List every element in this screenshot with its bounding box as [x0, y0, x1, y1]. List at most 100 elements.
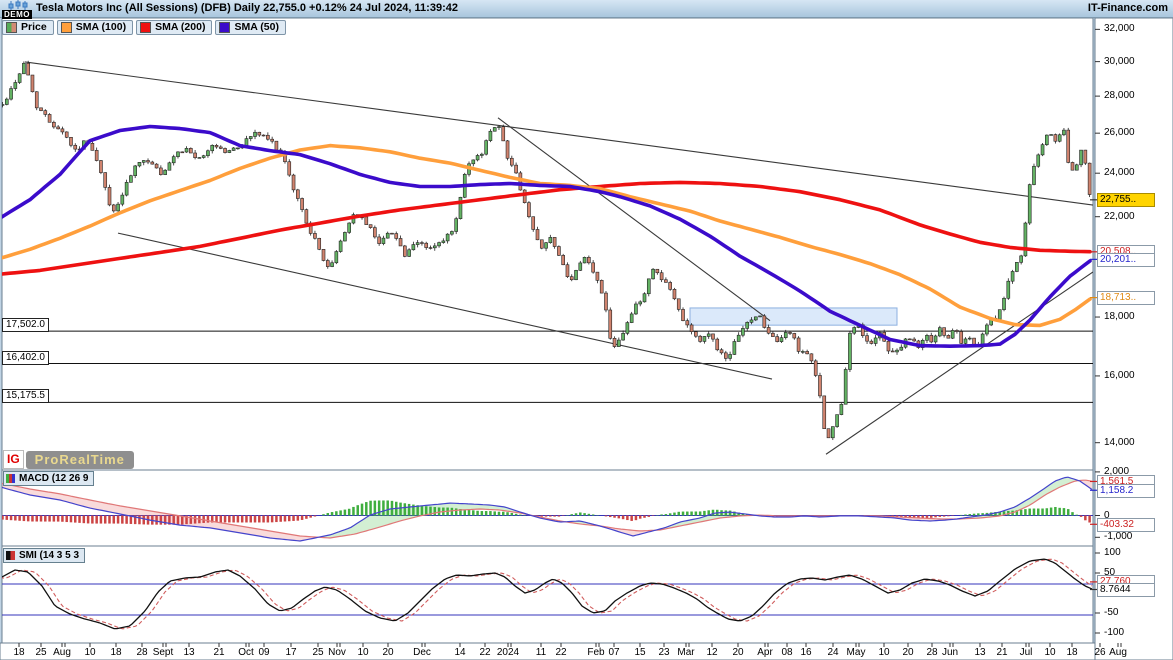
macd-histogram-bar: [947, 515, 950, 517]
candle: [253, 131, 257, 137]
y-axis-tick: -100: [1104, 627, 1125, 638]
trendline[interactable]: [24, 61, 1093, 206]
macd-histogram-bar: [519, 514, 522, 516]
sma50-line[interactable]: [0, 124, 1092, 348]
candle: [236, 147, 240, 150]
candle: [30, 74, 35, 93]
macd-histogram-bar: [925, 515, 929, 518]
macd-histogram-bar: [181, 515, 184, 525]
candle: [813, 360, 818, 376]
macd-histogram-bar: [921, 515, 924, 518]
legend-label: Price: [21, 21, 47, 33]
candle: [146, 160, 150, 163]
candle: [1006, 280, 1011, 299]
candle: [552, 237, 557, 247]
candle: [141, 160, 146, 163]
candle: [527, 202, 531, 218]
candle: [420, 242, 424, 244]
x-axis-label: Feb: [587, 647, 605, 658]
smi-pane[interactable]: [0, 558, 1093, 630]
candle: [129, 175, 133, 183]
candle: [702, 336, 707, 342]
macd-histogram-bar: [35, 515, 38, 522]
price-level-label: 17,502.0: [2, 318, 49, 333]
candle: [270, 138, 274, 142]
candle: [52, 121, 56, 128]
candle: [963, 338, 968, 344]
candle: [925, 335, 929, 341]
candle: [189, 148, 193, 154]
macd-histogram-bar: [497, 511, 501, 516]
macd-histogram-bar: [510, 512, 514, 516]
macd-histogram-bar: [219, 515, 223, 523]
candle: [150, 161, 155, 165]
macd-histogram-bar: [270, 515, 274, 523]
price-value-label: 20,201..: [1097, 252, 1155, 267]
macd-histogram-bar: [934, 515, 937, 518]
candle: [762, 315, 767, 328]
candle: [193, 152, 197, 158]
candle: [668, 282, 672, 290]
y-axis-tick: 0: [1104, 509, 1110, 521]
macd-histogram-bar: [493, 511, 496, 516]
macd-label-text: MACD (12 26 9: [19, 473, 89, 484]
candle: [724, 352, 728, 359]
trendline[interactable]: [497, 117, 771, 322]
candle: [9, 88, 13, 100]
macd-histogram-bar: [1032, 508, 1036, 516]
x-axis-label: 12: [706, 647, 718, 658]
macd-histogram-bar: [609, 515, 612, 518]
candle: [587, 257, 591, 264]
macd-histogram-bar: [557, 515, 561, 517]
macd-indicator-label[interactable]: MACD (12 26 9: [3, 471, 95, 486]
sma200-line[interactable]: [0, 180, 1092, 276]
candle: [1083, 149, 1088, 164]
legend-item-sma50[interactable]: SMA (50): [215, 20, 286, 35]
macd-histogram-bar: [382, 500, 385, 516]
candle: [595, 271, 600, 281]
candle: [313, 233, 317, 239]
candle: [373, 227, 377, 238]
macd-histogram-bar: [390, 500, 394, 516]
macd-icon: [6, 474, 15, 483]
macd-histogram-bar: [14, 515, 17, 521]
price-level-label: 15,175.5: [2, 389, 49, 404]
candle: [287, 161, 292, 176]
y-axis-tick: 30,000: [1104, 55, 1135, 67]
x-axis-label: May: [846, 647, 866, 658]
macd-histogram-bar: [206, 515, 210, 523]
macd-histogram-bar: [463, 509, 466, 516]
legend-item-sma100[interactable]: SMA (100): [56, 20, 134, 35]
legend-label: SMA (100): [75, 21, 127, 33]
candle: [865, 335, 869, 342]
trendline[interactable]: [117, 232, 773, 380]
macd-histogram-bar: [202, 515, 205, 523]
candle: [522, 189, 527, 204]
candle: [154, 163, 159, 169]
candle: [985, 324, 989, 335]
smi-indicator-label[interactable]: SMI (14 3 5 3: [3, 548, 86, 563]
legend-item-sma200[interactable]: SMA (200): [136, 20, 213, 35]
macd-histogram-bar: [236, 515, 240, 523]
legend-item-price[interactable]: Price: [2, 20, 54, 35]
candle: [801, 351, 805, 353]
macd-histogram-bar: [972, 513, 976, 516]
macd-pane[interactable]: [0, 476, 1093, 542]
macd-histogram-bar: [108, 515, 111, 524]
legend-label: SMA (200): [155, 21, 206, 33]
price-pane[interactable]: [0, 60, 1093, 455]
x-axis-label: 14: [454, 647, 466, 658]
macd-histogram-bar: [424, 506, 428, 516]
x-axis-label: 2024: [496, 647, 520, 658]
candle: [274, 140, 279, 151]
candle: [578, 262, 583, 271]
macd-histogram-bar: [506, 512, 509, 516]
macd-histogram-bar: [741, 513, 745, 516]
smi-signal-line: [2, 558, 1093, 630]
trendline[interactable]: [825, 271, 1093, 455]
x-axis-label: 09: [258, 647, 270, 658]
macd-histogram-bar: [283, 515, 287, 522]
provider-label: IT-Finance.com: [1087, 2, 1168, 14]
macd-histogram-bar: [686, 511, 689, 516]
